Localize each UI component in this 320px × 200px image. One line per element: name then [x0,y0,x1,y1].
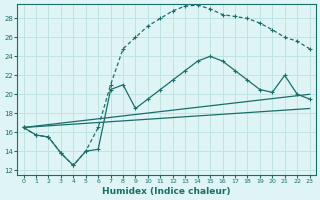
X-axis label: Humidex (Indice chaleur): Humidex (Indice chaleur) [102,187,231,196]
